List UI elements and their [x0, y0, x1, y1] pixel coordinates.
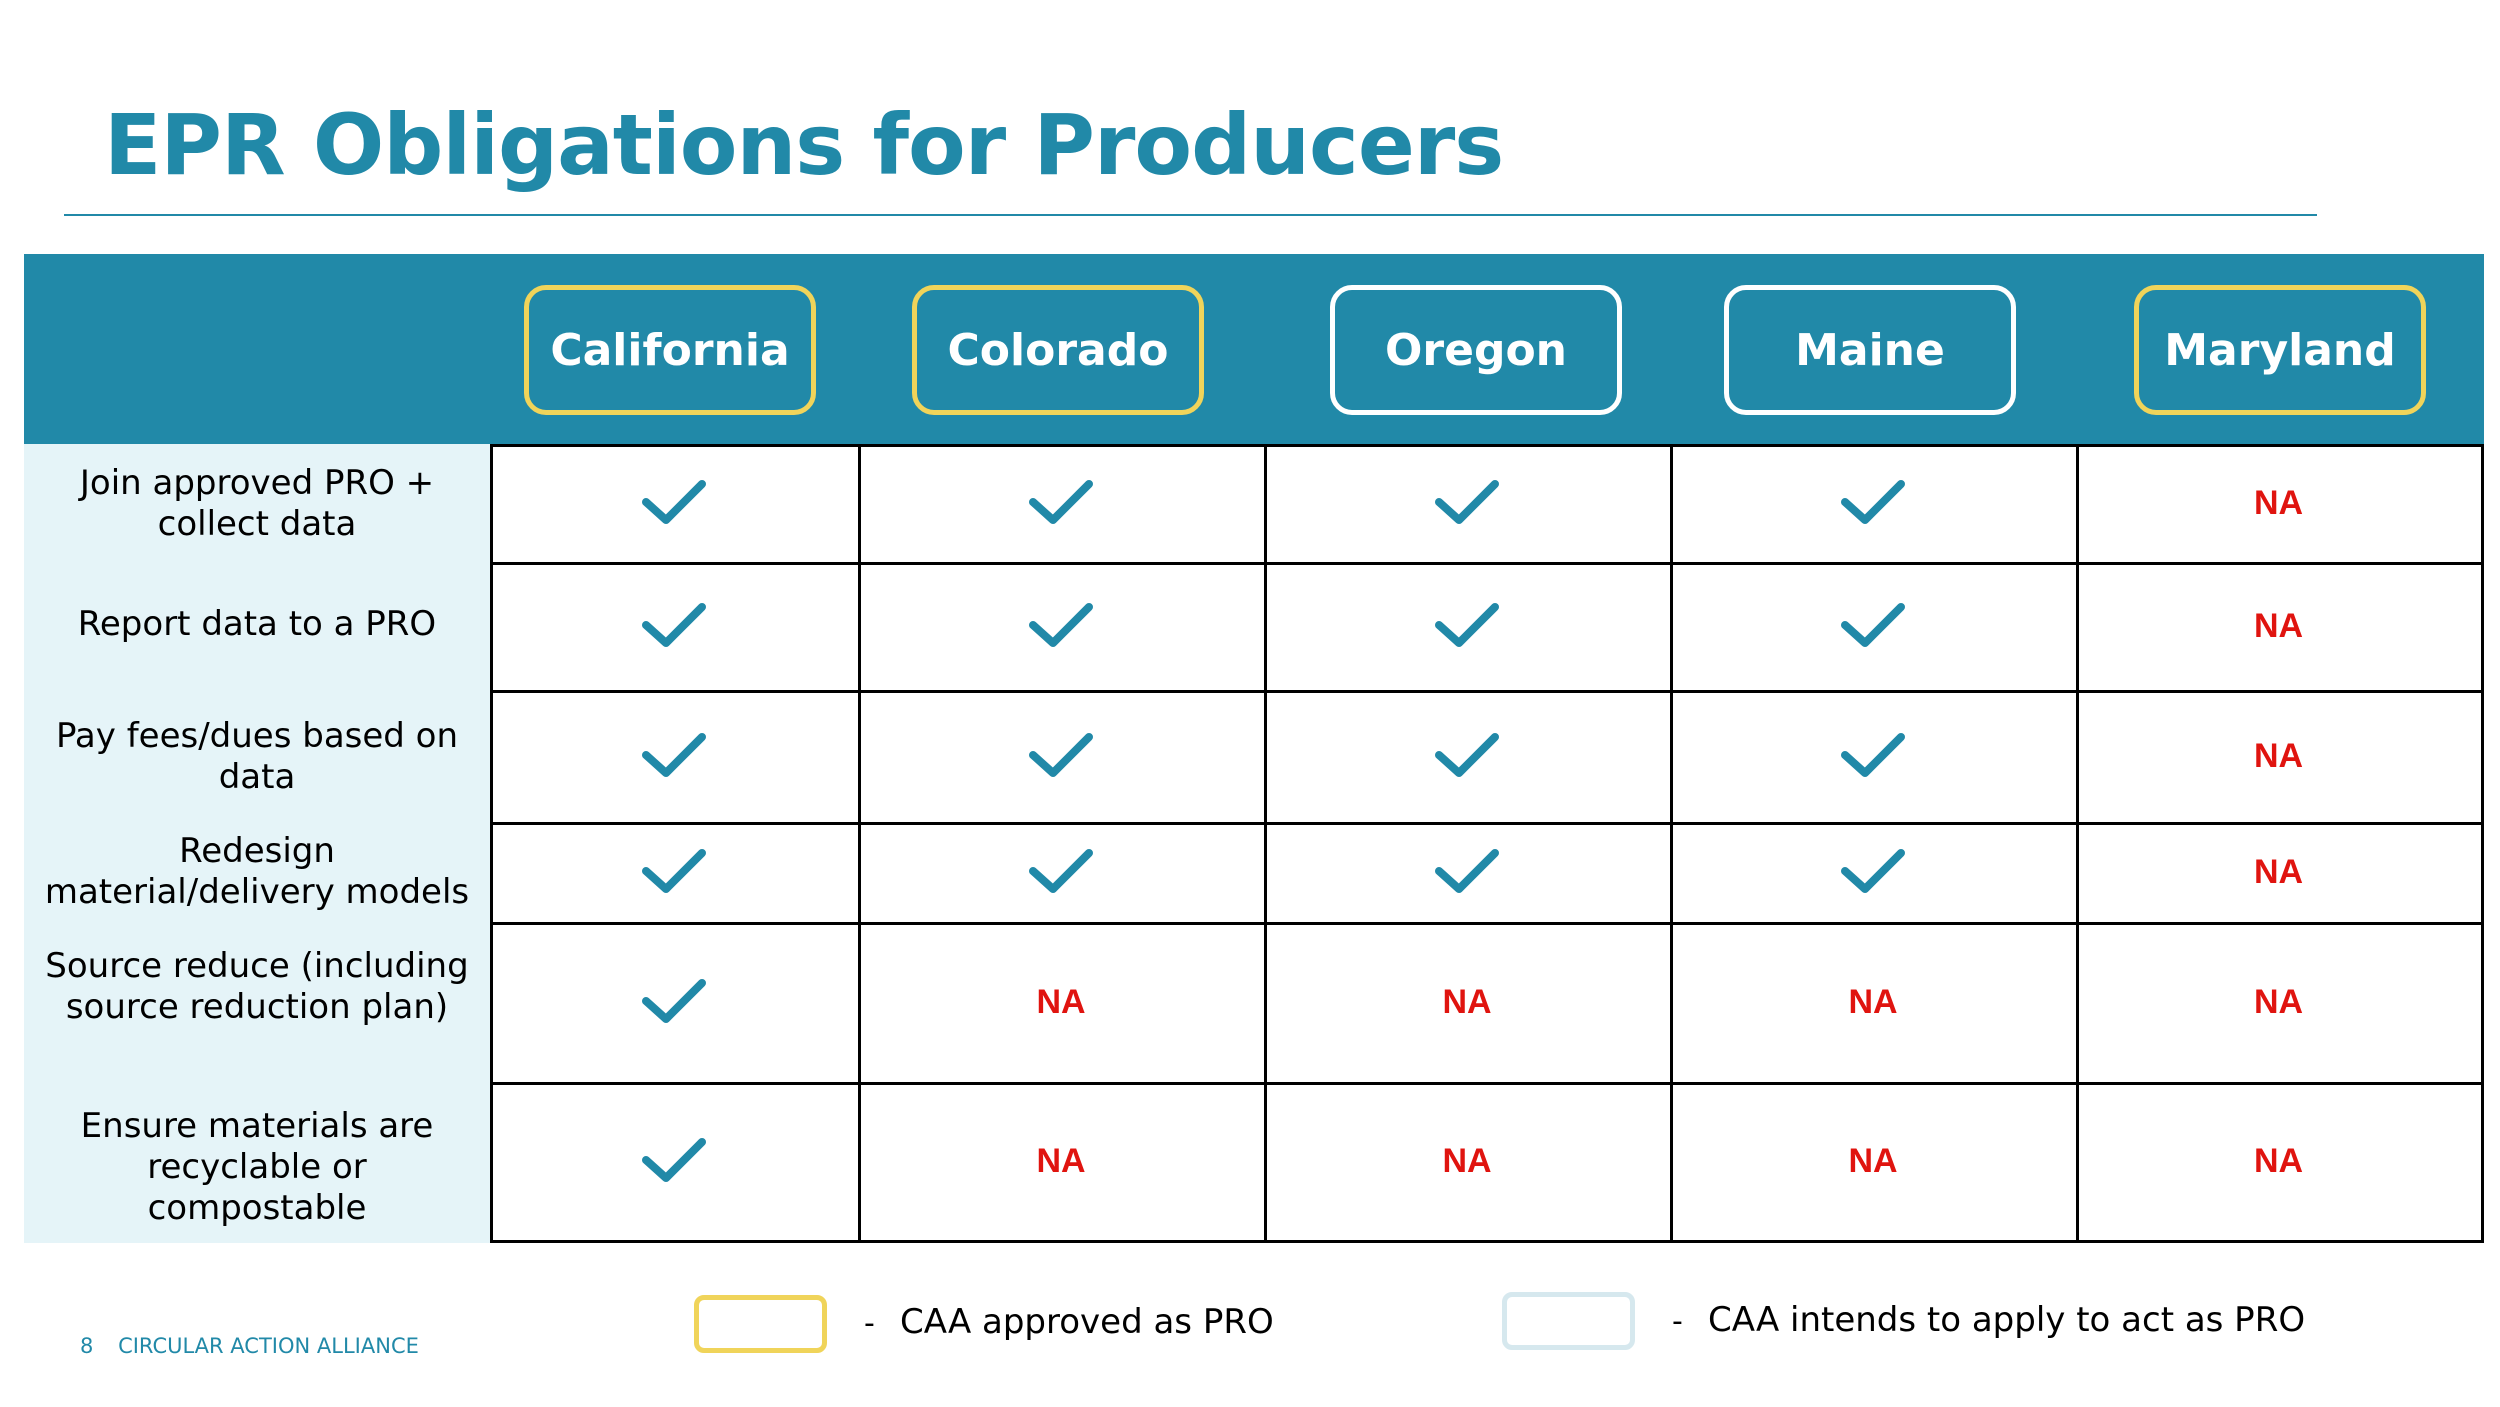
na-label: NA	[1036, 1141, 1086, 1180]
checkmark-icon	[858, 562, 1264, 690]
grid-line	[1670, 444, 1673, 1243]
table-cell: NA	[2076, 1082, 2481, 1240]
checkmark-icon	[1264, 444, 1670, 562]
table-cell: NA	[1670, 922, 2076, 1082]
grid-line	[858, 444, 861, 1243]
slide-title: EPR Obligations for Producers	[104, 96, 1504, 194]
checkmark-icon	[490, 822, 858, 922]
grid-line	[490, 690, 2484, 693]
grid-line	[490, 822, 2484, 825]
grid-line	[2481, 444, 2484, 1243]
legend-swatch-intends	[1502, 1292, 1635, 1350]
obligations-grid	[490, 444, 2484, 1243]
na-label: NA	[2253, 982, 2304, 1021]
footer-organization: CIRCULAR ACTION ALLIANCE	[118, 1334, 419, 1358]
checkmark-icon	[858, 444, 1264, 562]
row-label-panel	[24, 444, 490, 1243]
na-label: NA	[1442, 982, 1492, 1021]
na-label: NA	[2253, 606, 2304, 645]
na-label: NA	[2253, 1141, 2304, 1180]
checkmark-icon	[1670, 562, 2076, 690]
table-cell: NA	[858, 922, 1264, 1082]
legend-swatch-approved	[694, 1295, 827, 1353]
state-header-oregon: Oregon	[1330, 285, 1622, 415]
checkmark-icon	[490, 562, 858, 690]
state-header-california: California	[524, 285, 816, 415]
row-label-join-pro: Join approved PRO + collect data	[79, 463, 435, 544]
table-cell: NA	[1264, 1082, 1670, 1240]
legend-text-approved: CAA approved as PRO	[900, 1302, 1274, 1342]
row-label-redesign: Redesign material/delivery models	[44, 831, 470, 912]
checkmark-icon	[1264, 562, 1670, 690]
checkmark-icon	[1670, 822, 2076, 922]
na-label: NA	[2253, 483, 2304, 522]
checkmark-icon	[490, 444, 858, 562]
checkmark-icon	[858, 690, 1264, 822]
row-label-source-reduce: Source reduce (including source reductio…	[45, 946, 469, 1027]
grid-line	[490, 1082, 2484, 1085]
state-header-maryland: Maryland	[2134, 285, 2426, 415]
table-cell: NA	[2076, 822, 2481, 922]
checkmark-icon	[858, 822, 1264, 922]
state-header-maine: Maine	[1724, 285, 2016, 415]
grid-line	[490, 444, 493, 1243]
na-label: NA	[1848, 982, 1898, 1021]
table-cell: NA	[2076, 444, 2481, 562]
table-cell: NA	[2076, 922, 2481, 1082]
table-header-band	[24, 254, 2484, 444]
grid-line	[490, 1240, 2484, 1243]
na-label: NA	[2253, 852, 2304, 891]
na-label: NA	[1036, 982, 1086, 1021]
grid-line	[490, 562, 2484, 565]
na-label: NA	[1848, 1141, 1898, 1180]
row-label-report-data: Report data to a PRO	[77, 603, 437, 644]
legend-dash: -	[864, 1306, 875, 1341]
legend-dash: -	[1672, 1304, 1683, 1339]
checkmark-icon	[490, 922, 858, 1082]
grid-line	[2076, 444, 2079, 1243]
table-cell: NA	[1264, 922, 1670, 1082]
row-label-pay-fees: Pay fees/dues based on data	[55, 716, 459, 797]
checkmark-icon	[1670, 690, 2076, 822]
slide-footer: 8 CIRCULAR ACTION ALLIANCE	[80, 1334, 419, 1358]
na-label: NA	[2253, 736, 2304, 775]
checkmark-icon	[490, 1082, 858, 1240]
state-header-label: Maine	[1795, 324, 1945, 376]
state-header-label: Oregon	[1385, 324, 1567, 376]
table-cell: NA	[858, 1082, 1264, 1240]
checkmark-icon	[1264, 822, 1670, 922]
state-header-label: Maryland	[2164, 324, 2396, 376]
state-header-label: California	[550, 324, 790, 376]
page-number: 8	[80, 1334, 94, 1358]
table-cell: NA	[2076, 690, 2481, 822]
grid-line	[1264, 444, 1267, 1243]
grid-line	[490, 444, 2484, 447]
state-header-label: Colorado	[947, 324, 1169, 376]
title-divider	[64, 214, 2317, 216]
table-cell: NA	[1670, 1082, 2076, 1240]
checkmark-icon	[490, 690, 858, 822]
na-label: NA	[1442, 1141, 1492, 1180]
checkmark-icon	[1264, 690, 1670, 822]
legend-text-intends: CAA intends to apply to act as PRO	[1708, 1300, 2306, 1340]
state-header-colorado: Colorado	[912, 285, 1204, 415]
table-cell: NA	[2076, 562, 2481, 690]
row-label-recyclable: Ensure materials are recyclable or compo…	[80, 1105, 434, 1228]
checkmark-icon	[1670, 444, 2076, 562]
grid-line	[490, 922, 2484, 925]
